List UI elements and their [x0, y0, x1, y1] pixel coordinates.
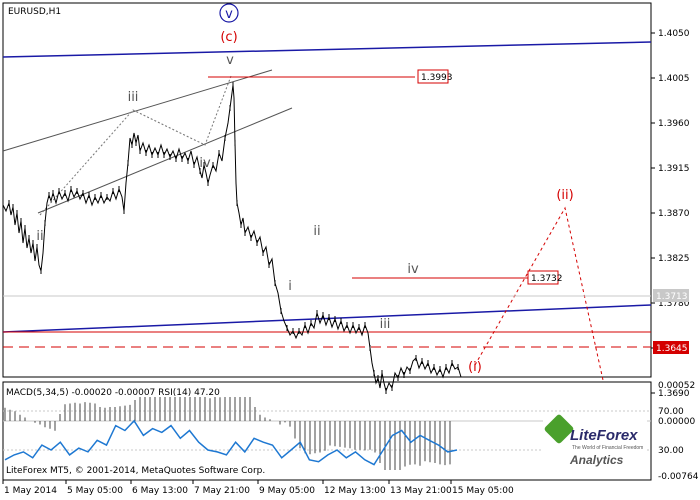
circled-wave-marker	[219, 3, 239, 23]
time-tick-label: 7 May 21:00	[194, 486, 250, 496]
price-tick-label: 1.4005	[658, 74, 690, 84]
rsi-line	[4, 419, 458, 466]
price-tick-label: 1.3690	[658, 389, 690, 399]
time-tick-label: 12 May 13:00	[324, 486, 386, 496]
time-tick-label: 5 May 05:00	[67, 486, 123, 496]
lower-channel-line	[2, 304, 652, 333]
brand-tagline: The World of Financial Freedom	[572, 445, 643, 451]
wave-projection-red	[474, 206, 604, 381]
wave-label-ii-red: (ii)	[556, 188, 573, 203]
wave-label-i-red: (i)	[468, 360, 482, 375]
time-tick-label: 13 May 21:00	[390, 486, 452, 496]
time-tick-label: 6 May 13:00	[132, 486, 188, 496]
time-tick-label: 1 May 2014	[4, 486, 57, 496]
brand-name: LiteForex	[570, 427, 638, 444]
brand-sub: Analytics	[569, 453, 624, 467]
indicator-tick-label: -0.00764	[658, 472, 699, 482]
level-text-2: 1.3732	[531, 274, 563, 284]
indicator-label: MACD(5,34,5) -0.00020 -0.00007 RSI(14) 4…	[6, 388, 220, 398]
current-price-label: 1.3713	[653, 289, 689, 302]
indicator-tick-label: 70.00	[658, 407, 684, 417]
indicator-tick-label: 30.00	[658, 446, 684, 456]
wedge-upper-line	[2, 69, 273, 152]
indicator-tick-label: 0.00000	[658, 417, 695, 427]
time-tick-label: 9 May 05:00	[259, 486, 315, 496]
wave-label-iv-low: iv	[407, 262, 419, 277]
chart-title: EURUSD,H1	[8, 7, 61, 17]
copyright-text: LiteForex MT5, © 2001-2014, MetaQuotes S…	[6, 466, 265, 476]
wave-label-i: i	[288, 279, 292, 294]
current-price-text: 1.3713	[656, 292, 688, 302]
price-panel	[2, 2, 652, 378]
price-tick-label: 1.3915	[658, 164, 690, 174]
indicator-tick-label: 0.00052	[658, 381, 695, 391]
wave-label-iii-top: iii	[128, 90, 139, 105]
price-tick-label: 1.3780	[658, 299, 690, 309]
level-text-3: 1.3645	[656, 344, 688, 354]
indicator-axis: 0.00052 70.000.00000 30.00 -0.00764	[658, 381, 699, 482]
wave-projection-old	[39, 75, 232, 216]
wave-label-v: v	[226, 53, 234, 68]
price-tick-label: 1.3825	[658, 254, 690, 264]
level-label-3: 1.3645	[653, 341, 689, 354]
price-tick-label: 1.3960	[658, 119, 690, 129]
wave-label-v-circled: v	[225, 7, 233, 22]
upper-channel-line	[2, 41, 652, 58]
price-series	[2, 82, 462, 394]
wave-label-iv-top: iv	[199, 156, 211, 171]
level-label-1: 1.3993	[400, 69, 453, 84]
wave-label-c: (c)	[220, 30, 237, 45]
price-tick-label: 1.4050	[658, 29, 690, 39]
wave-label-ii-left: ii	[36, 229, 43, 244]
level-text-1: 1.3993	[421, 73, 453, 83]
time-axis: 1 May 2014 5 May 05:00 6 May 13:00 7 May 21…	[2, 480, 514, 496]
wave-label-iii-low: iii	[380, 317, 391, 332]
price-tick-label: 1.3870	[658, 209, 690, 219]
macd-histogram	[4, 397, 451, 470]
level-label-2: 1.3732	[527, 270, 563, 285]
time-tick-label: 15 May 05:00	[452, 486, 514, 496]
wave-label-ii-mid: ii	[313, 224, 320, 239]
liteforex-logo: LiteForex The World of Financial Freedom…	[543, 413, 647, 468]
wedge-lower-line	[37, 107, 293, 214]
